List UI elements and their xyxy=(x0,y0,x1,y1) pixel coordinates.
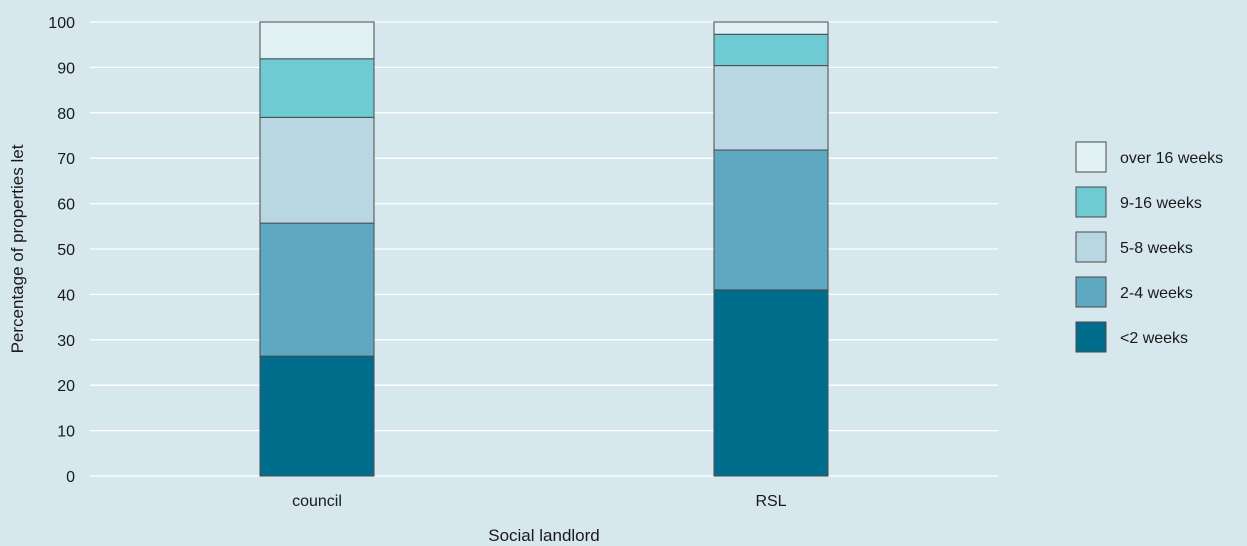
legend-label: over 16 weeks xyxy=(1120,150,1223,167)
legend-swatch xyxy=(1075,321,1107,353)
legend-item: 5-8 weeks xyxy=(1075,231,1193,263)
y-tick-label: 70 xyxy=(57,151,75,168)
legend-swatch xyxy=(1075,231,1107,263)
bar-segment xyxy=(259,222,375,357)
bar-segment xyxy=(713,33,829,67)
y-tick-label: 20 xyxy=(57,378,75,395)
x-axis-label: Social landlord xyxy=(488,526,600,545)
x-tick-label: council xyxy=(292,493,342,510)
y-tick-label: 30 xyxy=(57,333,75,350)
legend-label: 5-8 weeks xyxy=(1120,240,1193,257)
bars xyxy=(259,21,829,477)
legend-item: over 16 weeks xyxy=(1075,141,1223,173)
y-tick-label: 90 xyxy=(57,60,75,77)
bar-segment xyxy=(713,21,829,35)
legend: over 16 weeks 9-16 weeks 5-8 weeks 2-4 week… xyxy=(1075,141,1223,353)
bar-segment xyxy=(259,58,375,118)
legend-swatch xyxy=(1075,276,1107,308)
bar-segment xyxy=(713,65,829,151)
legend-item: 2-4 weeks xyxy=(1075,276,1193,308)
legend-item: 9-16 weeks xyxy=(1075,186,1202,218)
legend-label: 9-16 weeks xyxy=(1120,195,1202,212)
y-tick-label: 60 xyxy=(57,197,75,214)
y-tick-label: 40 xyxy=(57,287,75,304)
y-axis-ticks: 0 10 20 30 40 50 60 70 80 90 100 xyxy=(48,15,75,486)
bar-segment xyxy=(259,21,375,60)
bar-segment xyxy=(713,289,829,477)
gridlines xyxy=(90,21,998,477)
bar-segment xyxy=(259,355,375,477)
y-tick-label: 100 xyxy=(48,15,75,32)
legend-swatch xyxy=(1075,141,1107,173)
x-axis-ticks: council RSL xyxy=(292,493,787,510)
bar-segment xyxy=(259,116,375,224)
y-axis-label: Percentage of properties let xyxy=(8,144,27,353)
x-tick-label: RSL xyxy=(755,493,786,510)
legend-label: 2-4 weeks xyxy=(1120,285,1193,302)
y-tick-label: 80 xyxy=(57,106,75,123)
legend-item: <2 weeks xyxy=(1075,321,1188,353)
bar-segment xyxy=(713,149,829,291)
legend-label: <2 weeks xyxy=(1120,330,1188,347)
y-tick-label: 10 xyxy=(57,424,75,441)
legend-swatch xyxy=(1075,186,1107,218)
y-tick-label: 0 xyxy=(66,469,75,486)
y-tick-label: 50 xyxy=(57,242,75,259)
